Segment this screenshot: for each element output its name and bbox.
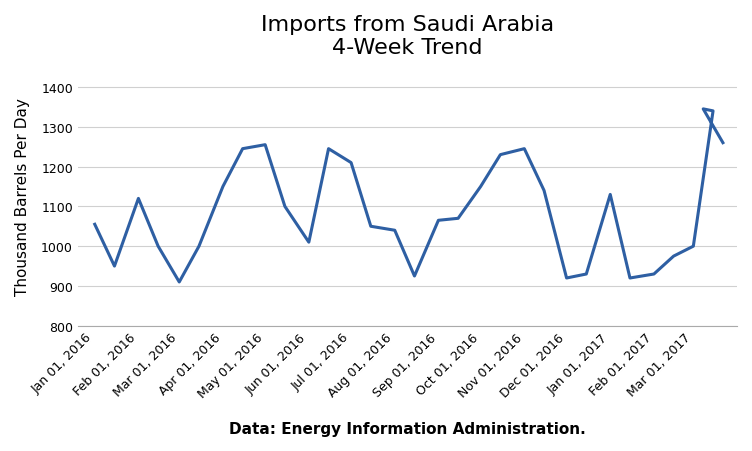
X-axis label: Data: Energy Information Administration.: Data: Energy Information Administration.: [229, 421, 586, 436]
Y-axis label: Thousand Barrels Per Day: Thousand Barrels Per Day: [15, 98, 30, 296]
Title: Imports from Saudi Arabia
4-Week Trend: Imports from Saudi Arabia 4-Week Trend: [261, 15, 554, 58]
